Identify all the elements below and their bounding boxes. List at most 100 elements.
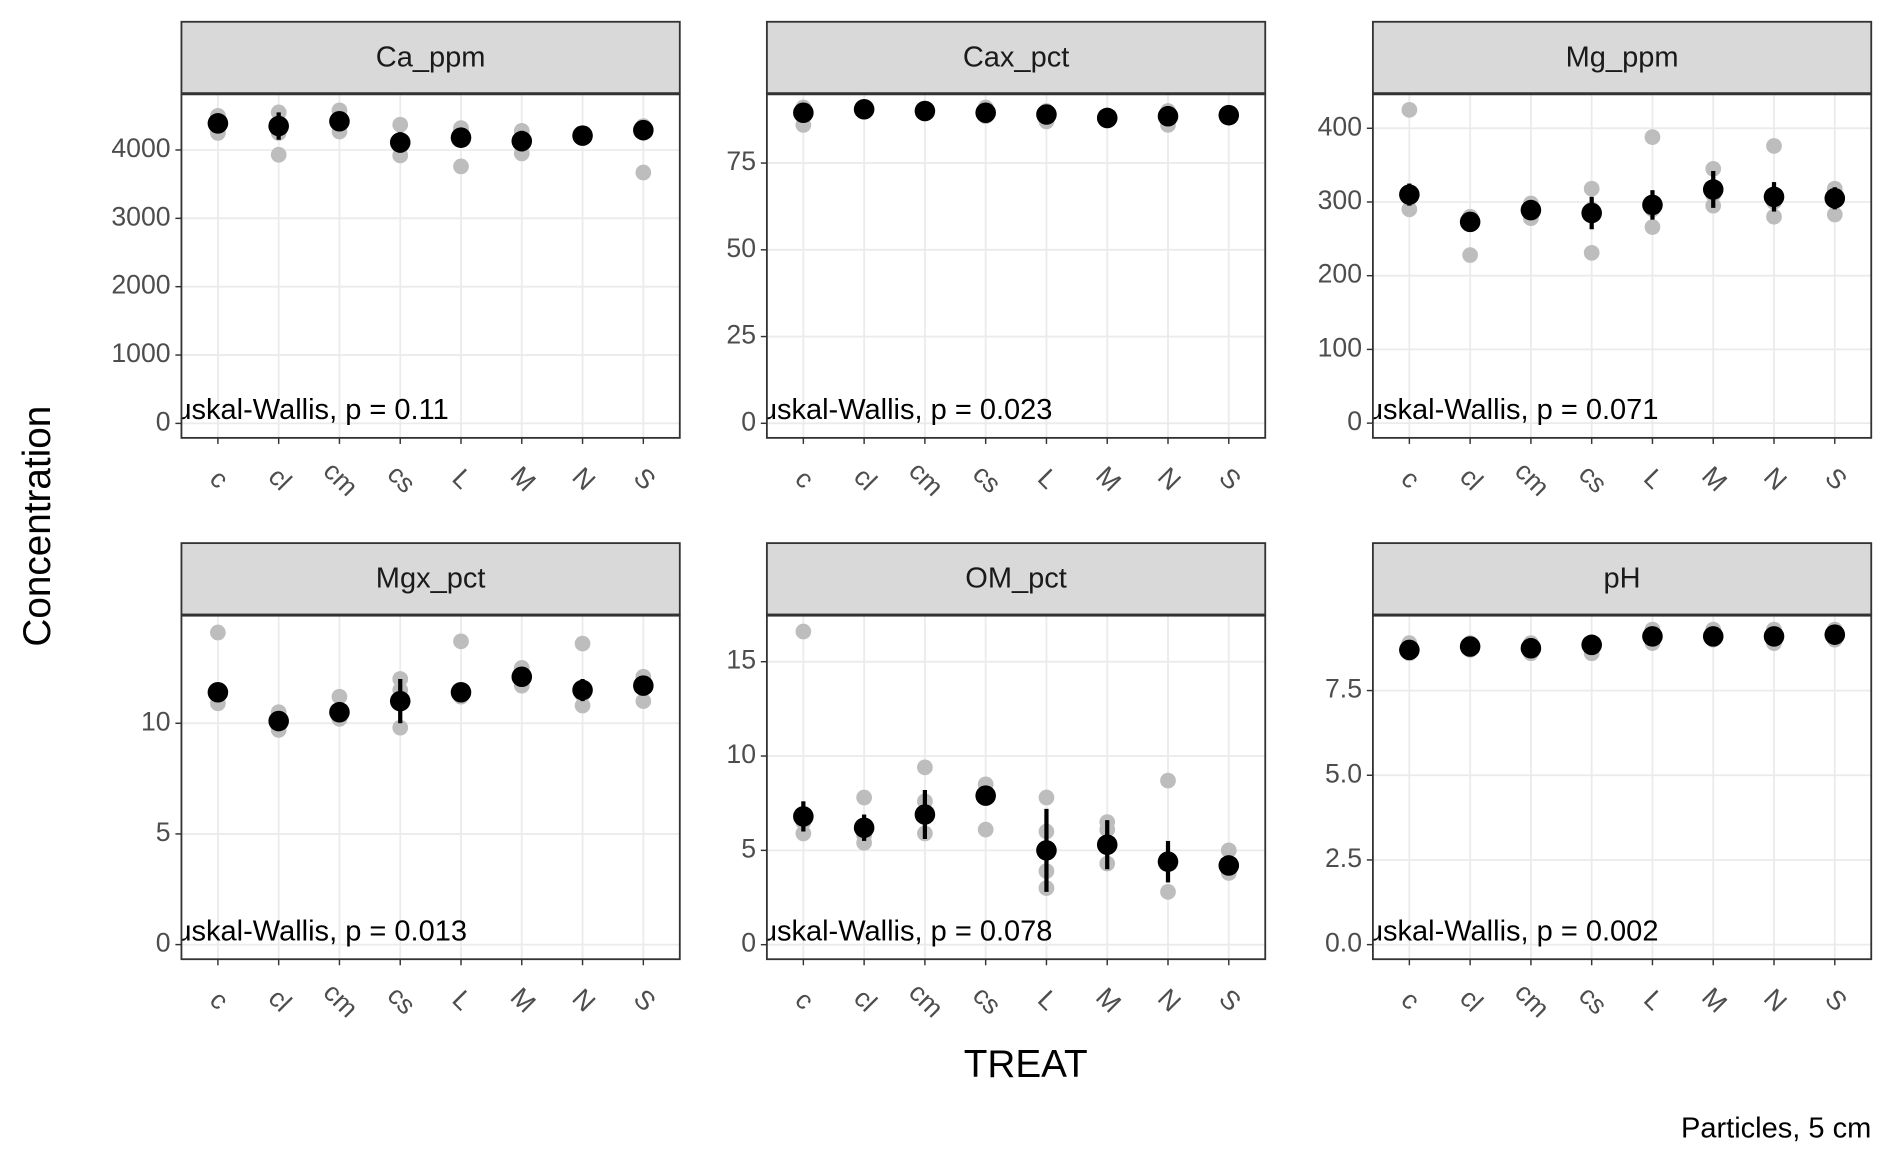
raw-point xyxy=(1220,842,1237,859)
mean-point xyxy=(1096,107,1118,129)
raw-point xyxy=(331,688,348,705)
panel-border xyxy=(1371,93,1873,439)
y-tick-label: 100 xyxy=(1318,332,1362,362)
mean-point xyxy=(1642,626,1663,647)
x-tick-label: M xyxy=(1090,982,1127,1019)
raw-point xyxy=(1826,206,1843,223)
raw-point xyxy=(1644,219,1661,235)
x-tick-label: cm xyxy=(318,456,364,502)
x-tick-label: cm xyxy=(1509,456,1555,502)
strip-title: Cax_pct xyxy=(963,41,1069,73)
strip xyxy=(765,542,1267,616)
raw-point xyxy=(795,825,812,842)
mean-point xyxy=(1218,104,1240,126)
raw-point xyxy=(917,759,933,776)
x-tick-label: c xyxy=(789,464,820,495)
mean-point xyxy=(1520,199,1542,221)
figure: Concentration TREAT Particles, 5 cm 0100… xyxy=(16,20,1873,1144)
raw-point xyxy=(1401,101,1418,118)
raw-point xyxy=(1644,129,1661,145)
raw-point xyxy=(856,789,872,806)
raw-point xyxy=(574,635,591,652)
x-tick-label: S xyxy=(628,983,662,1017)
x-tick-label: M xyxy=(1696,982,1733,1019)
x-tick-label: cs xyxy=(382,980,422,1020)
x-tick-label: M xyxy=(1090,460,1127,497)
panel-border xyxy=(180,614,681,961)
panel: 0 1000 2000 3000 4000 c cl cm cs L M N S Kruskal-Wall… xyxy=(111,20,681,502)
mean-point xyxy=(511,130,533,152)
x-tick-label: M xyxy=(1696,460,1733,497)
y-tick-label: 0 xyxy=(156,928,171,958)
annotation: Kruskal-Wallis, p = 0.023 xyxy=(732,394,1053,426)
panel-border xyxy=(180,93,681,439)
annotation-group: Kruskal-Wallis, p = 0.11 xyxy=(146,394,448,426)
panel-background xyxy=(1372,615,1872,960)
mean-point xyxy=(1642,194,1663,216)
mean-point xyxy=(633,675,654,696)
raw-point xyxy=(1160,772,1176,789)
mean-point xyxy=(572,679,593,701)
mean-point xyxy=(793,102,814,124)
caption: Particles, 5 cm xyxy=(1681,1112,1871,1144)
mean-point xyxy=(853,817,875,839)
annotation: Kruskal-Wallis, p = 0.078 xyxy=(732,915,1053,947)
y-tick-label: 0 xyxy=(741,406,756,436)
annotation: Kruskal-Wallis, p = 0.013 xyxy=(146,915,467,947)
strip-title: Mgx_pct xyxy=(376,563,486,595)
y-tick-label: 300 xyxy=(1318,185,1362,215)
x-tick-label: L xyxy=(1032,984,1064,1016)
raw-point xyxy=(1038,789,1055,806)
y-tick-label: 2.5 xyxy=(1325,843,1362,873)
y-tick-label: 15 xyxy=(726,645,756,675)
panel: 0 25 50 75 c cl cm cs L M N S Kruskal-Wallis, p = 0.… xyxy=(726,20,1267,502)
annotation: Kruskal-Wallis, p = 0.071 xyxy=(1338,394,1659,426)
mean-point xyxy=(1520,637,1542,659)
y-tick-label: 0 xyxy=(156,406,171,436)
x-tick-label: L xyxy=(447,463,479,495)
x-tick-label: c xyxy=(1395,464,1426,495)
panel-background xyxy=(766,615,1266,960)
raw-point xyxy=(1766,208,1782,225)
x-tick-label: N xyxy=(567,461,602,496)
x-tick-label: cm xyxy=(903,977,949,1023)
strip-title: Ca_ppm xyxy=(376,41,486,73)
x-tick-label: c xyxy=(1395,985,1426,1016)
mean-point xyxy=(1824,624,1846,645)
strip xyxy=(180,20,681,95)
x-tick-label: S xyxy=(1213,983,1247,1017)
mean-point xyxy=(1036,840,1057,861)
mean-point xyxy=(1702,179,1724,200)
y-tick-label: 75 xyxy=(726,146,756,176)
x-tick-label: N xyxy=(567,983,602,1018)
mean-point xyxy=(450,681,472,703)
y-tick-label: 3000 xyxy=(111,201,170,231)
mean-point xyxy=(207,681,229,703)
strip-title: pH xyxy=(1604,563,1641,595)
x-tick-label: L xyxy=(1638,984,1670,1016)
raw-point xyxy=(270,146,287,163)
x-tick-label: cs xyxy=(1573,459,1613,499)
mean-point xyxy=(793,806,814,827)
annotation: Kruskal-Wallis, p = 0.11 xyxy=(146,394,448,426)
x-tick-label: N xyxy=(1152,983,1187,1018)
mean-point xyxy=(1702,626,1724,647)
annotation: Kruskal-Wallis, p = 0.002 xyxy=(1338,915,1659,947)
raw-point xyxy=(795,623,812,640)
annotation-group: Kruskal-Wallis, p = 0.078 xyxy=(732,915,1053,947)
raw-point xyxy=(977,821,994,838)
raw-point xyxy=(453,158,469,175)
mean-point xyxy=(1399,639,1420,661)
raw-point xyxy=(1705,160,1722,177)
x-tick-label: cm xyxy=(903,456,949,502)
x-tick-label: cl xyxy=(1454,461,1489,496)
panel-border xyxy=(765,614,1267,961)
raw-point xyxy=(392,116,409,133)
x-tick-label: cl xyxy=(848,983,883,1018)
mean-point xyxy=(633,119,654,141)
strip xyxy=(1371,542,1873,616)
mean-point xyxy=(268,115,289,137)
mean-point xyxy=(511,666,533,688)
y-tick-label: 0.0 xyxy=(1325,928,1362,958)
annotation-group: Kruskal-Wallis, p = 0.002 xyxy=(1338,915,1659,947)
